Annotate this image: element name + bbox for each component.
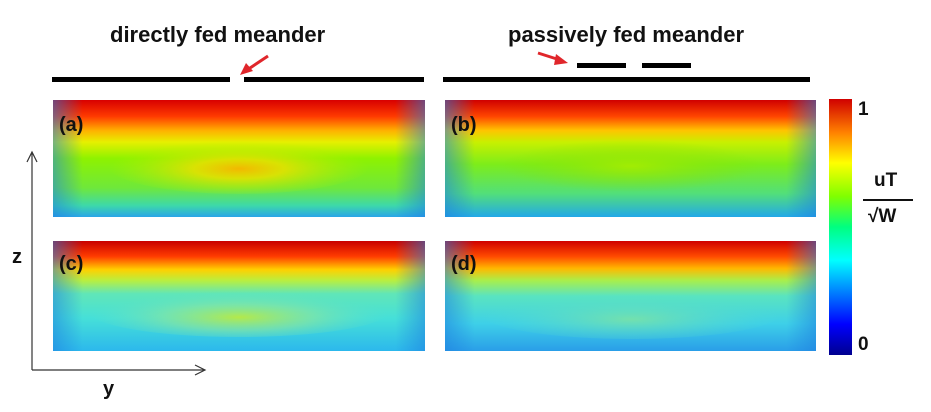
panel-label-d: (d) bbox=[451, 253, 477, 275]
heatmap-panel-a bbox=[53, 100, 425, 217]
meander-line-right bbox=[443, 77, 810, 82]
meander-line-left-b bbox=[244, 77, 424, 82]
z-axis-arrow bbox=[26, 150, 38, 370]
colorbar-unit-denominator: √W bbox=[868, 206, 897, 227]
y-axis-arrow bbox=[32, 364, 207, 376]
panel-label-c: (c) bbox=[59, 253, 84, 275]
panel-label-b: (b) bbox=[451, 114, 477, 136]
heatmap-panel-c bbox=[53, 241, 425, 351]
heatmap-panel-b bbox=[445, 100, 816, 217]
title-passively-fed: passively fed meander bbox=[508, 22, 745, 47]
red-arrow-icon-right bbox=[537, 51, 568, 65]
colorbar-min-label: 0 bbox=[858, 334, 869, 355]
y-axis-label: y bbox=[103, 378, 115, 400]
passive-segment-a bbox=[577, 63, 626, 68]
z-axis-label: z bbox=[12, 246, 22, 268]
heatmap-panel-d bbox=[445, 241, 816, 351]
meander-line-left-a bbox=[52, 77, 230, 82]
panel-label-a: (a) bbox=[59, 114, 84, 136]
colorbar bbox=[829, 99, 852, 355]
red-arrow-icon-left bbox=[240, 54, 269, 75]
passive-segment-b bbox=[642, 63, 691, 68]
colorbar-max-label: 1 bbox=[858, 99, 869, 120]
title-directly-fed: directly fed meander bbox=[110, 22, 326, 47]
colorbar-unit-numerator: uT bbox=[874, 170, 898, 191]
